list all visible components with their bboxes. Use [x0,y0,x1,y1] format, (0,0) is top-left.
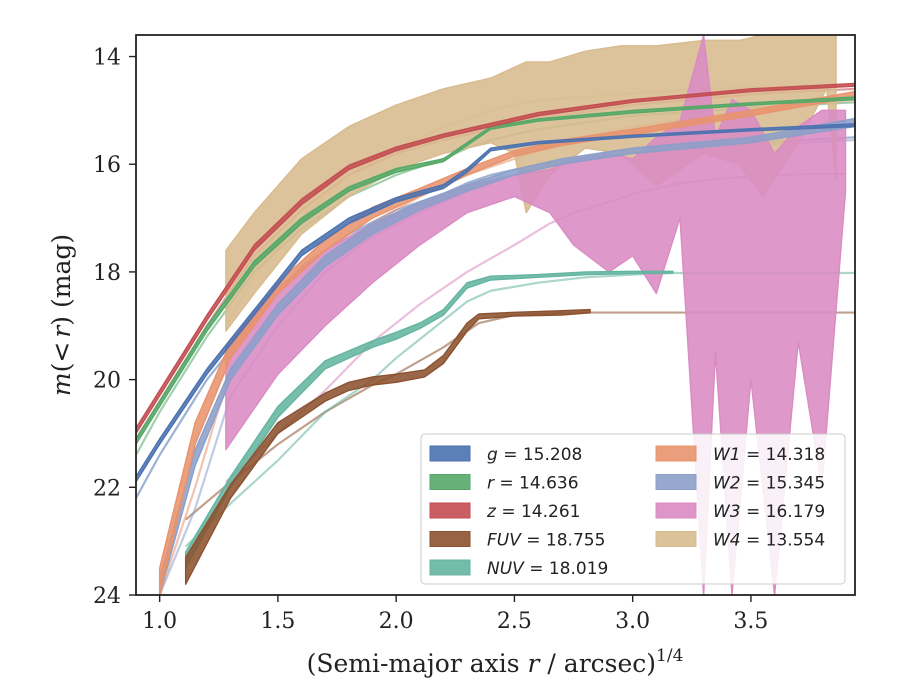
data-bands [136,35,855,595]
legend-label-w2: W2 = 15.345 [713,474,825,494]
legend-item-w2: W2 = 15.345 [655,474,825,494]
y-tick-label: 14 [93,46,121,71]
legend-label-r: r = 14.636 [487,474,579,494]
x-tick-label: 3.5 [733,609,768,634]
legend-label-g: g = 15.208 [487,445,582,465]
data-band-fuv [184,308,591,585]
x-tick-label: 1.5 [260,609,295,634]
legend-item-w4: W4 = 13.554 [655,531,825,551]
legend-label-fuv: FUV = 18.755 [487,531,605,551]
legend-label-w3: W3 = 16.179 [713,502,825,522]
legend-item-nuv: NUV = 18.019 [429,559,608,579]
legend-swatch-g [429,445,471,462]
legend-swatch-nuv [429,559,471,576]
legend-swatch-r [429,474,471,490]
legend-swatch-z [429,502,471,519]
data-band-w2 [158,117,855,595]
data-band-z [136,82,855,435]
legend: g = 15.208 r = 14.636 z = 14.261 FUV = 18.7… [420,433,846,585]
legend-item-fuv: FUV = 18.755 [429,531,605,551]
legend-label-nuv: NUV = 18.019 [487,559,608,579]
legend-swatch-w4 [655,531,697,547]
x-tick-label: 1.0 [142,609,177,634]
legend-item-w3: W3 = 16.179 [655,502,825,522]
legend-swatch-w1 [655,445,697,462]
data-band-g [136,123,855,483]
legend-swatch-w2 [655,474,697,490]
y-tick-label: 24 [93,584,121,609]
y-tick-label: 20 [93,369,121,394]
model-curve-nuv [184,271,855,548]
y-tick-label: 22 [93,476,121,501]
legend-label-w1: W1 = 14.318 [713,445,825,465]
x-tick-label: 2.5 [497,609,532,634]
data-band-r [136,96,855,445]
legend-swatch-w3 [655,502,697,519]
y-tick-label: 16 [93,153,121,178]
legend-label-z: z = 14.261 [486,502,580,522]
legend-swatch-fuv [429,531,471,547]
legend-item-g: g = 15.208 [429,445,582,465]
legend-box [420,433,846,585]
legend-item-w1: W1 = 14.318 [655,445,825,465]
legend-item-r: r = 14.636 [429,474,579,494]
plot-frame [135,34,856,596]
data-band-nuv [184,270,674,569]
data-band-w3 [225,35,847,595]
y-axis-label: m(<r) (mag) [47,234,76,396]
x-tick-label: 2.0 [379,609,414,634]
x-axis-label: (Semi-major axis r / arcsec)1/4 [307,646,684,678]
y-tick-label: 18 [93,261,121,286]
legend-label-w4: W4 = 13.554 [713,531,825,551]
axes: 1.0 1.5 2.0 2.5 3.0 3.5 14 16 18 20 22 24 [93,46,768,634]
x-tick-label: 3.0 [615,609,650,634]
legend-item-z: z = 14.261 [429,502,580,522]
